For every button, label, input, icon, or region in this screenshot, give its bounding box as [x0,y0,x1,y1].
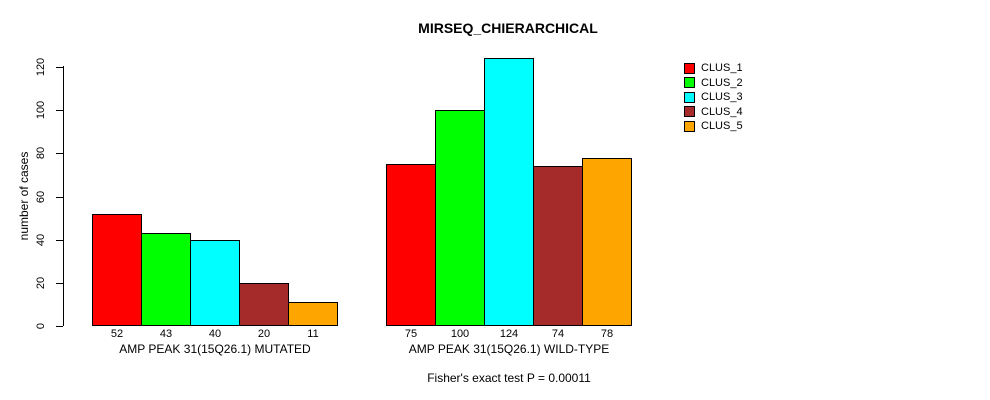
y-tick-label: 100 [35,100,47,120]
legend-label: CLUS_2 [701,76,743,89]
y-tick [56,326,63,327]
legend-label: CLUS_3 [701,91,743,104]
bar-value-label: 40 [208,328,222,340]
bar-clus_2-group2 [435,110,485,326]
bar-value-label: 100 [450,328,470,340]
footnote: Fisher's exact test P = 0.00011 [427,371,591,385]
legend-swatch-clus_2 [684,77,695,89]
bar-value-label: 78 [600,328,614,340]
y-axis [63,66,64,326]
legend: CLUS_1 CLUS_2 CLUS_3 CLUS_4 CLUS_5 [684,61,743,134]
legend-swatch-clus_3 [684,91,695,103]
bar-value-label: 11 [307,328,319,340]
bar-value-label: 74 [551,328,565,340]
legend-item: CLUS_3 [684,90,743,105]
y-tick-label: 40 [35,233,47,246]
legend-item: CLUS_1 [684,61,743,76]
bar-value-label: 43 [159,328,173,340]
legend-item: CLUS_5 [684,119,743,134]
y-tick-label: 60 [35,190,47,203]
y-tick [56,110,63,112]
legend-item: CLUS_2 [684,76,743,91]
bar-clus_5-group2 [582,157,632,326]
bar-value-label: 20 [257,328,271,340]
bar-clus_1-group1 [92,213,142,326]
bar-value-label: 124 [499,328,519,340]
group-label: AMP PEAK 31(15Q26.1) MUTATED [119,342,311,356]
y-axis-label: number of cases [17,151,31,241]
chart-title: MIRSEQ_CHIERARCHICAL [418,20,598,36]
legend-label: CLUS_4 [701,105,743,118]
bar-value-label: 75 [404,328,418,340]
legend-swatch-clus_5 [684,120,695,132]
legend-swatch-clus_4 [684,106,695,118]
bar-clus_5-group1 [288,302,338,326]
bar-clus_3-group1 [190,239,240,326]
y-tick [56,282,63,284]
y-tick [56,239,63,241]
y-tick [56,153,63,155]
bar-clus_1-group2 [386,164,436,326]
y-tick-label: 0 [35,322,47,330]
legend-item: CLUS_4 [684,105,743,120]
y-tick-label: 80 [35,147,47,160]
bar-clus_2-group1 [141,233,191,326]
legend-label: CLUS_1 [701,62,743,75]
y-tick-label: 20 [35,276,47,289]
y-tick-label: 120 [35,57,47,77]
bar-clus_3-group2 [484,58,534,326]
y-tick [56,67,63,68]
bar-clus_4-group2 [533,166,583,326]
bar-clus_4-group1 [239,282,289,326]
group-label: AMP PEAK 31(15Q26.1) WILD-TYPE [408,342,610,356]
y-tick [56,196,63,198]
bar-value-label: 52 [110,328,124,340]
legend-swatch-clus_1 [684,62,695,74]
legend-label: CLUS_5 [701,120,743,133]
